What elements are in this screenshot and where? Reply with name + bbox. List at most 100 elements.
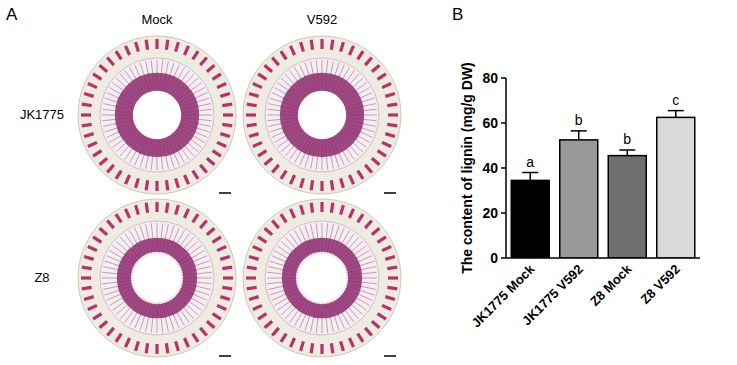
fibre-bundle (136, 205, 139, 215)
fibre-bundle (213, 237, 221, 242)
fibre-bundle (249, 297, 259, 300)
panel-label: A (6, 5, 18, 24)
fibre-bundle (184, 209, 188, 218)
fibre-bundle (290, 209, 294, 218)
y-tick (501, 167, 506, 169)
fibre-bundle (341, 42, 344, 52)
y-tick (501, 257, 506, 259)
xylem-zone (265, 221, 379, 335)
fibre-bundle (184, 338, 188, 347)
significance-letter: b (623, 131, 631, 147)
fibre-bundle (193, 51, 198, 59)
column-label: V592 (307, 12, 337, 27)
fibre-bundle (217, 246, 226, 250)
fibre-bundle (290, 175, 294, 184)
fibre-bundle (107, 165, 114, 173)
fibre-bundle (290, 338, 294, 347)
fibre-bundle (81, 276, 91, 279)
xylem-zone (265, 58, 379, 172)
significance-letter: c (672, 92, 679, 108)
fibre-bundle (378, 74, 386, 79)
fibre-bundle (220, 257, 230, 260)
x-tick-label: Z8 V592 (638, 262, 683, 307)
fibre-bundle (107, 58, 114, 66)
x-tick-label: Z8 Mock (587, 261, 635, 309)
bar (511, 180, 549, 258)
fibre-bundle (223, 113, 233, 116)
fibre-bundle (258, 237, 266, 242)
fibre-bundle (387, 104, 397, 105)
fibre-bundle (349, 209, 353, 218)
fibre-bundle (341, 178, 344, 188)
fibre-bundle (388, 276, 398, 279)
fibre-bundle (331, 203, 332, 213)
column-label: Mock (141, 12, 173, 27)
fibre-bundle (320, 39, 323, 49)
fibre-bundle (281, 171, 286, 179)
fibre-bundle (247, 287, 257, 288)
fibre-bundle (249, 257, 259, 260)
fibre-bundle (301, 178, 304, 188)
fibre-bundle (220, 297, 230, 300)
fibre-bundle (265, 321, 273, 328)
bars (511, 111, 695, 258)
fibre-bundle (272, 328, 279, 336)
lignified-ring (289, 245, 355, 311)
fibre-bundle (349, 338, 353, 347)
y-tick-label: 40 (482, 160, 498, 176)
fibre-bundle (378, 314, 386, 319)
row-label: JK1775 (20, 107, 64, 122)
y-tick-label: 0 (490, 250, 498, 266)
fibre-bundle (100, 65, 108, 72)
fibre-bundle (81, 113, 91, 116)
error-bar (668, 111, 684, 118)
fibre-bundle (320, 181, 323, 191)
panel-label: B (452, 5, 463, 24)
fibre-bundle (193, 214, 198, 222)
y-axis-label: The content of lignin (mg/g DW) (459, 62, 475, 274)
x-axis (506, 257, 700, 259)
fibre-bundle (349, 46, 353, 55)
error-bar (571, 131, 587, 140)
fibre-bundle (365, 165, 372, 173)
fibre-bundle (100, 321, 108, 328)
fibre-bundle (365, 328, 372, 336)
fibre-bundle (146, 203, 147, 213)
y-tick (501, 122, 506, 124)
lignified-ring (289, 82, 355, 148)
fibre-bundle (382, 83, 391, 87)
fibre-bundle (223, 276, 233, 279)
fibre-bundle (125, 338, 129, 347)
fibre-bundle (88, 83, 97, 87)
fibre-bundle (331, 343, 332, 353)
fibre-bundle (249, 94, 259, 97)
fibre-bundle (166, 343, 167, 353)
fibre-bundle (84, 257, 94, 260)
fibre-bundle (320, 202, 323, 212)
section-outline (78, 36, 236, 194)
fibre-bundle (372, 65, 380, 72)
fibre-bundle (200, 328, 207, 336)
fibre-bundle (136, 42, 139, 52)
fibre-bundle (82, 267, 92, 268)
fibre-bundle (217, 83, 226, 87)
fibre-bundle (382, 246, 391, 250)
fibre-bundle (125, 175, 129, 184)
fibre-bundle (331, 40, 332, 50)
fibre-bundle (200, 165, 207, 173)
fibre-bundle (265, 158, 273, 165)
fibre-bundle (272, 221, 279, 229)
fibre-bundle (207, 228, 215, 235)
fibre-bundle (387, 267, 397, 268)
fibre-bundle (84, 134, 94, 137)
fibre-bundle (358, 334, 363, 342)
fibre-bundle (116, 214, 121, 222)
fibre-bundle (146, 343, 147, 353)
fibre-bundle (253, 142, 262, 146)
fibre-bundle (116, 334, 121, 342)
micrograph (78, 199, 236, 357)
fibre-bundle (184, 175, 188, 184)
fibre-bundle (247, 267, 257, 268)
fibre-bundle (331, 180, 332, 190)
fibre-bundle (222, 104, 232, 105)
